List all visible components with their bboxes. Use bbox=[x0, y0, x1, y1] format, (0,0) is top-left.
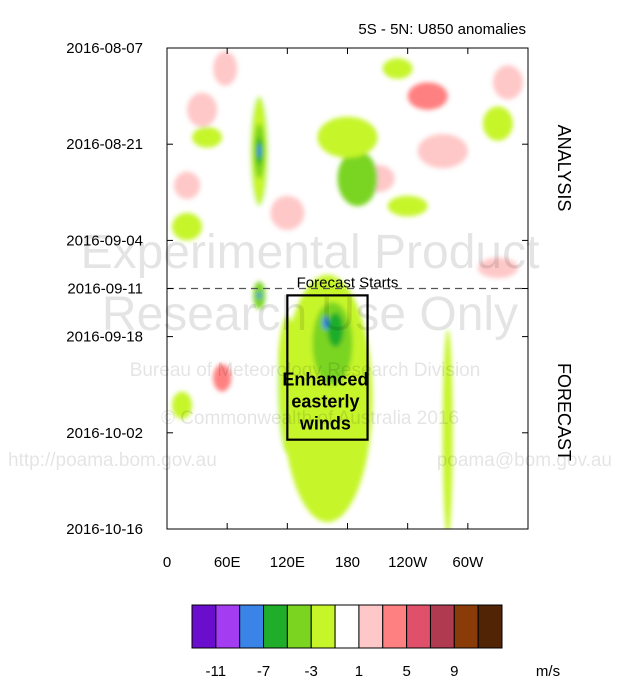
colorbar-label-0: -11 bbox=[206, 663, 227, 680]
y-tick-label-6: 2016-10-16 bbox=[66, 521, 143, 538]
field-blob-30 bbox=[172, 212, 203, 241]
y-tick-label-5: 2016-10-02 bbox=[66, 425, 143, 442]
y-axis: 2016-08-07 2016-08-21 2016-09-04 2016-09-11… bbox=[66, 40, 528, 538]
field-blob-24 bbox=[322, 315, 329, 330]
forecast-label: FORECAST bbox=[554, 363, 574, 461]
colorbar-swatch-12 bbox=[477, 604, 503, 649]
y-tick-label-0: 2016-08-07 bbox=[66, 40, 143, 57]
colorbar-label-4: 5 bbox=[402, 663, 410, 680]
field-blob-19 bbox=[492, 65, 523, 100]
y-tick-label-1: 2016-08-21 bbox=[66, 136, 143, 153]
field-blob-17 bbox=[417, 133, 468, 169]
watermark-url: http://poama.bom.gov.au bbox=[8, 450, 217, 471]
x-tick-label-3: 180 bbox=[335, 554, 360, 571]
field-blob-28 bbox=[387, 195, 428, 217]
colorbar-label-1: -7 bbox=[257, 663, 270, 680]
y-tick-label-4: 2016-09-18 bbox=[66, 329, 143, 346]
x-axis: 0 60E 120E 180 120W 60W bbox=[163, 48, 484, 571]
field-blob-6 bbox=[257, 291, 262, 299]
colorbar-swatch-5 bbox=[310, 604, 336, 649]
y-tick-label-3: 2016-09-11 bbox=[67, 281, 143, 298]
field-blob-4 bbox=[257, 144, 262, 158]
colorbar-unit: m/s bbox=[536, 663, 560, 680]
field-blob-14 bbox=[332, 68, 383, 97]
watermark: Experimental Product Research Use Only B… bbox=[8, 226, 612, 471]
colorbar: -11 -7 -3 1 5 9 m/s bbox=[191, 604, 560, 680]
colorbar-swatch-2 bbox=[239, 604, 265, 649]
x-tick-label-0: 0 bbox=[163, 554, 171, 571]
field-blob-7 bbox=[253, 350, 282, 502]
field-blob-29 bbox=[482, 106, 513, 141]
colorbar-swatch-3 bbox=[263, 604, 288, 649]
field-blob-25 bbox=[337, 151, 378, 207]
field-blob-31 bbox=[172, 391, 193, 420]
field-blob-20 bbox=[477, 257, 518, 279]
annotation-line-1: easterly bbox=[291, 391, 359, 411]
annotation-line-2: winds bbox=[299, 413, 351, 433]
colorbar-swatch-9 bbox=[406, 604, 431, 649]
colorbar-swatch-1 bbox=[215, 604, 241, 649]
colorbar-swatch-6 bbox=[334, 604, 360, 649]
colorbar-swatch-0 bbox=[191, 604, 217, 649]
field-blob-10 bbox=[213, 51, 238, 86]
field-blob-27 bbox=[442, 329, 453, 529]
x-tick-label-2: 120E bbox=[270, 554, 305, 571]
y-tick-label-2: 2016-09-04 bbox=[66, 232, 143, 249]
annotation-rect bbox=[286, 294, 369, 441]
x-tick-label-5: 60W bbox=[452, 554, 484, 571]
annotation-line-0: Enhanced bbox=[282, 369, 368, 389]
forecast-start-label: Forecast Starts bbox=[297, 275, 399, 292]
field-blob-8 bbox=[174, 171, 201, 200]
field-blob-32 bbox=[192, 127, 223, 148]
watermark-line1: Experimental Product bbox=[81, 226, 540, 279]
field-blob-13 bbox=[270, 195, 305, 231]
field-blob-33 bbox=[382, 58, 413, 79]
colorbar-swatch-11 bbox=[453, 604, 479, 649]
field-blob-18 bbox=[467, 192, 508, 220]
field-blob-23 bbox=[327, 312, 344, 347]
watermark-line3: Bureau of Meteorology Research Division bbox=[130, 360, 481, 381]
colorbar-swatch-7 bbox=[358, 604, 384, 649]
chart-title: 5S - 5N: U850 anomalies bbox=[358, 21, 526, 38]
colorbar-swatch-8 bbox=[382, 604, 408, 649]
x-tick-label-4: 120W bbox=[388, 554, 428, 571]
colorbar-label-5: 9 bbox=[450, 663, 458, 680]
x-tick-label-1: 60E bbox=[214, 554, 241, 571]
watermark-line4: © Commonwealth of Australia 2016 bbox=[161, 408, 459, 429]
colorbar-swatch-4 bbox=[286, 604, 312, 649]
colorbar-label-2: -3 bbox=[305, 663, 318, 680]
field-blob-12 bbox=[213, 364, 232, 392]
watermark-email: poama@bom.gov.au bbox=[437, 450, 612, 471]
field-blob-11 bbox=[182, 340, 213, 375]
field-blob-16 bbox=[407, 82, 448, 110]
field-blob-26 bbox=[317, 116, 378, 158]
colorbar-swatch-10 bbox=[429, 604, 455, 649]
field-blob-9 bbox=[187, 92, 218, 128]
watermark-line2: Research Use Only bbox=[102, 288, 518, 341]
analysis-label: ANALYSIS bbox=[554, 125, 574, 212]
colorbar-label-3: 1 bbox=[355, 663, 363, 680]
